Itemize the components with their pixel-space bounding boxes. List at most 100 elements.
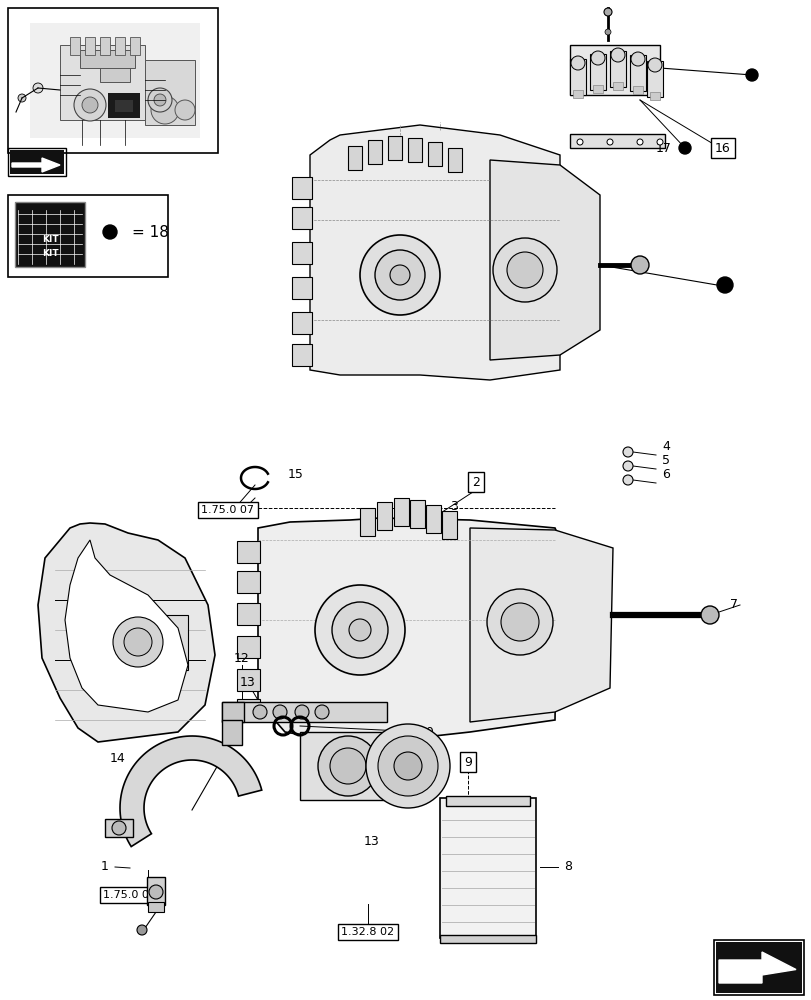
Bar bbox=[713, 940, 803, 995]
Polygon shape bbox=[120, 736, 261, 847]
Circle shape bbox=[375, 250, 424, 300]
Circle shape bbox=[332, 602, 388, 658]
Bar bbox=[359, 508, 375, 536]
Polygon shape bbox=[65, 540, 188, 712]
Text: 4: 4 bbox=[661, 440, 669, 454]
Polygon shape bbox=[12, 158, 60, 172]
Bar bbox=[410, 500, 424, 528]
Circle shape bbox=[590, 51, 604, 65]
Bar bbox=[70, 37, 80, 55]
Bar bbox=[612, 82, 622, 90]
Bar bbox=[590, 54, 605, 90]
Bar bbox=[100, 37, 109, 55]
Bar bbox=[609, 51, 625, 87]
Circle shape bbox=[622, 461, 633, 471]
Bar bbox=[393, 498, 409, 526]
Circle shape bbox=[359, 235, 440, 315]
Bar bbox=[292, 207, 311, 229]
Circle shape bbox=[315, 585, 405, 675]
Circle shape bbox=[113, 617, 163, 667]
Circle shape bbox=[630, 256, 648, 274]
Text: 11: 11 bbox=[418, 750, 435, 762]
Bar bbox=[108, 93, 139, 118]
Bar bbox=[292, 277, 311, 299]
Circle shape bbox=[151, 96, 178, 124]
Bar bbox=[592, 85, 603, 93]
Circle shape bbox=[630, 52, 644, 66]
Bar bbox=[292, 242, 311, 264]
Bar bbox=[105, 819, 133, 837]
Text: 15: 15 bbox=[288, 468, 303, 482]
Circle shape bbox=[678, 142, 690, 154]
Polygon shape bbox=[38, 523, 215, 742]
Circle shape bbox=[604, 29, 610, 35]
Circle shape bbox=[700, 606, 718, 624]
Text: 16: 16 bbox=[714, 142, 730, 155]
Text: 17: 17 bbox=[655, 142, 672, 155]
Bar bbox=[441, 511, 457, 539]
Bar bbox=[237, 571, 260, 593]
Bar bbox=[445, 796, 530, 806]
Bar bbox=[237, 669, 260, 691]
Circle shape bbox=[610, 48, 624, 62]
Circle shape bbox=[389, 265, 410, 285]
Circle shape bbox=[175, 100, 195, 120]
Circle shape bbox=[500, 603, 539, 641]
Text: 8: 8 bbox=[564, 860, 571, 874]
Bar bbox=[145, 60, 195, 125]
Bar bbox=[440, 935, 535, 943]
Circle shape bbox=[366, 724, 449, 808]
Text: KIT: KIT bbox=[41, 249, 58, 258]
Polygon shape bbox=[489, 160, 599, 360]
Bar bbox=[292, 344, 311, 366]
Bar bbox=[569, 134, 664, 148]
Bar bbox=[237, 541, 260, 563]
Circle shape bbox=[82, 97, 98, 113]
Bar bbox=[15, 202, 85, 267]
Circle shape bbox=[636, 139, 642, 145]
Circle shape bbox=[253, 705, 267, 719]
Text: 12: 12 bbox=[234, 652, 250, 664]
Bar bbox=[8, 8, 217, 153]
Circle shape bbox=[315, 705, 328, 719]
Bar bbox=[85, 37, 95, 55]
Bar bbox=[237, 699, 260, 721]
Bar bbox=[427, 142, 441, 166]
Bar bbox=[633, 86, 642, 94]
Text: 6: 6 bbox=[661, 468, 669, 482]
Polygon shape bbox=[310, 125, 560, 380]
Bar bbox=[147, 877, 165, 905]
Text: 14: 14 bbox=[110, 752, 126, 764]
Bar bbox=[407, 138, 422, 162]
Circle shape bbox=[487, 589, 552, 655]
Bar bbox=[221, 702, 243, 722]
Bar bbox=[237, 636, 260, 658]
Circle shape bbox=[18, 94, 26, 102]
Bar bbox=[649, 92, 659, 100]
Circle shape bbox=[124, 628, 152, 656]
Circle shape bbox=[148, 88, 172, 112]
Bar bbox=[80, 50, 135, 68]
Text: 1.75.0 07: 1.75.0 07 bbox=[103, 890, 157, 900]
Bar bbox=[130, 37, 139, 55]
Circle shape bbox=[349, 619, 371, 641]
Bar bbox=[715, 942, 801, 993]
Circle shape bbox=[294, 705, 309, 719]
Bar bbox=[15, 202, 85, 267]
Bar bbox=[292, 312, 311, 334]
Bar bbox=[376, 502, 392, 530]
Text: 3: 3 bbox=[449, 499, 457, 512]
Bar bbox=[88, 615, 188, 670]
Bar bbox=[448, 148, 461, 172]
Text: 9: 9 bbox=[464, 756, 471, 768]
Circle shape bbox=[622, 447, 633, 457]
Circle shape bbox=[506, 252, 543, 288]
Bar bbox=[60, 45, 145, 120]
Circle shape bbox=[318, 736, 378, 796]
Bar bbox=[100, 60, 130, 82]
Bar bbox=[569, 59, 586, 95]
Polygon shape bbox=[258, 518, 557, 742]
Bar bbox=[30, 23, 200, 138]
Text: KIT: KIT bbox=[41, 235, 58, 244]
Circle shape bbox=[656, 139, 663, 145]
